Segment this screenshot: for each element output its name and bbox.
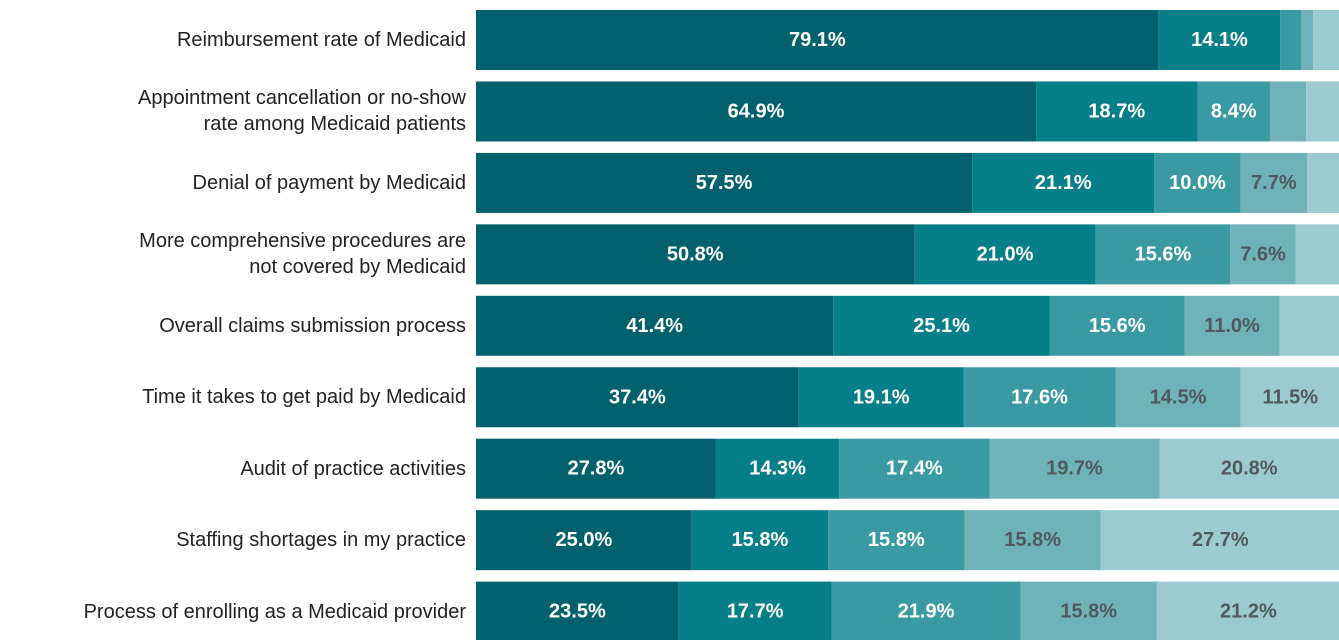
bar-segment bbox=[833, 295, 1050, 356]
bar-segment bbox=[1313, 10, 1339, 70]
bar-segment bbox=[963, 367, 1116, 428]
bar-segment bbox=[1280, 10, 1302, 70]
bar-segment bbox=[1159, 438, 1339, 499]
data-label: 21.2% bbox=[1220, 601, 1277, 623]
category-label: Overall claims submission process bbox=[159, 314, 466, 337]
bar-segment bbox=[1036, 81, 1198, 142]
bar-segment bbox=[476, 367, 799, 428]
bar-segment bbox=[715, 438, 840, 499]
category-label: Appointment cancellation or no-show rate… bbox=[138, 87, 466, 136]
data-label: 7.6% bbox=[1240, 243, 1286, 265]
data-label: 15.8% bbox=[1060, 601, 1117, 623]
data-label: 11.5% bbox=[1262, 386, 1318, 408]
data-label: 19.7% bbox=[1046, 458, 1103, 480]
bar-segment bbox=[1115, 367, 1241, 428]
bar-segment bbox=[476, 581, 679, 640]
bar-segment bbox=[476, 438, 716, 499]
bar-segment bbox=[1158, 10, 1281, 70]
bar-segment bbox=[1306, 81, 1339, 142]
bar-segment bbox=[798, 367, 964, 428]
data-label: 25.0% bbox=[556, 529, 613, 551]
bar-segment bbox=[831, 581, 1021, 640]
bar-segment bbox=[1295, 224, 1339, 285]
data-label: 17.4% bbox=[886, 458, 943, 480]
category-label: Process of enrolling as a Medicaid provi… bbox=[83, 600, 466, 623]
bar-segment bbox=[1095, 224, 1231, 285]
category-label: Time it takes to get paid by Medicaid bbox=[142, 386, 466, 409]
category-label: Denial of payment by Medicaid bbox=[192, 171, 466, 194]
category-label: Staffing shortages in my practice bbox=[176, 529, 466, 552]
data-label: 20.8% bbox=[1221, 458, 1278, 480]
data-label: 15.6% bbox=[1089, 315, 1146, 337]
bar-segment bbox=[1020, 581, 1157, 640]
bar-segment bbox=[1269, 81, 1307, 142]
bar-segment bbox=[1100, 510, 1339, 571]
data-label: 18.7% bbox=[1088, 100, 1145, 122]
data-label: 14.3% bbox=[749, 458, 806, 480]
data-label: 15.6% bbox=[1135, 243, 1192, 265]
data-label: 17.6% bbox=[1011, 386, 1068, 408]
data-label: 64.9% bbox=[728, 100, 785, 122]
bar-segment bbox=[972, 152, 1155, 213]
bar-segment bbox=[1307, 152, 1339, 213]
bar-segment bbox=[691, 510, 829, 571]
bar-segment bbox=[828, 510, 965, 571]
data-label: 50.8% bbox=[667, 243, 724, 265]
data-label: 15.8% bbox=[868, 529, 925, 551]
bar-segment bbox=[1197, 81, 1270, 142]
data-label: 19.1% bbox=[853, 386, 910, 408]
bar-segment bbox=[1240, 152, 1308, 213]
bar-segment bbox=[476, 224, 915, 285]
data-label: 25.1% bbox=[913, 315, 970, 337]
category-label: More comprehensive procedures are not co… bbox=[139, 230, 466, 279]
data-label: 7.7% bbox=[1251, 172, 1297, 194]
data-label: 15.8% bbox=[732, 529, 789, 551]
bar-segment bbox=[914, 224, 1096, 285]
data-label: 17.7% bbox=[727, 601, 784, 623]
data-label: 37.4% bbox=[609, 386, 666, 408]
data-label: 27.7% bbox=[1192, 529, 1249, 551]
bar-segment bbox=[476, 152, 973, 213]
data-label: 10.0% bbox=[1169, 172, 1226, 194]
data-label: 21.1% bbox=[1035, 172, 1092, 194]
data-label: 23.5% bbox=[549, 601, 606, 623]
category-label: Reimbursement rate of Medicaid bbox=[176, 29, 466, 51]
bar-segment bbox=[1301, 10, 1314, 70]
data-label: 8.4% bbox=[1211, 100, 1257, 122]
data-label: 11.0% bbox=[1204, 315, 1260, 337]
data-label: 21.9% bbox=[898, 601, 955, 623]
data-label: 57.5% bbox=[696, 172, 753, 194]
data-label: 79.1% bbox=[789, 29, 846, 51]
bar-segment bbox=[1184, 295, 1280, 356]
bar-segment bbox=[989, 438, 1160, 499]
data-label: 14.5% bbox=[1150, 386, 1207, 408]
bar-segment bbox=[678, 581, 832, 640]
bar-segment bbox=[476, 510, 692, 571]
bar-segment bbox=[476, 81, 1037, 142]
bar-segment bbox=[964, 510, 1101, 571]
bar-segment bbox=[1154, 152, 1241, 213]
category-label: Audit of practice activities bbox=[240, 457, 466, 480]
data-label: 27.8% bbox=[568, 458, 625, 480]
bar-segment bbox=[476, 10, 1159, 70]
bar-segment bbox=[1049, 295, 1185, 356]
data-label: 41.4% bbox=[626, 315, 683, 337]
bar-segment bbox=[1230, 224, 1296, 285]
bar-segment bbox=[1279, 295, 1339, 356]
bar-segment bbox=[839, 438, 990, 499]
data-label: 14.1% bbox=[1191, 29, 1248, 51]
bar-segment bbox=[476, 295, 834, 356]
bar-segment bbox=[1156, 581, 1339, 640]
data-label: 21.0% bbox=[977, 243, 1034, 265]
data-label: 15.8% bbox=[1004, 529, 1061, 551]
bar-segment bbox=[1240, 367, 1339, 428]
